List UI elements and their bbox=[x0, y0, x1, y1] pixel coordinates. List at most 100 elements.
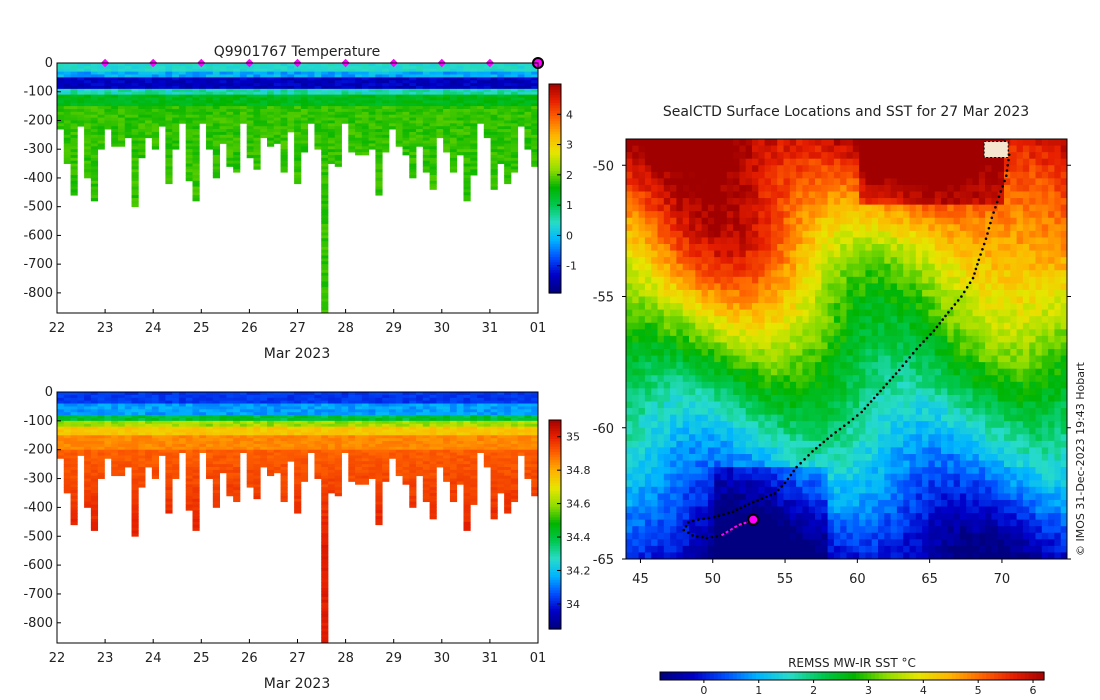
profile-cell bbox=[490, 111, 498, 116]
profile-cell bbox=[97, 80, 105, 84]
profile-cell bbox=[361, 71, 370, 75]
profile-cell bbox=[375, 97, 383, 101]
profile-cell bbox=[158, 85, 166, 90]
profile-cell bbox=[524, 108, 532, 113]
profile-cell bbox=[321, 129, 329, 133]
profile-cell bbox=[355, 394, 363, 399]
profile-cell bbox=[300, 406, 309, 410]
profile-cell bbox=[172, 472, 180, 477]
profile-cell bbox=[321, 588, 329, 592]
profile-cell bbox=[300, 117, 309, 121]
profile-cell bbox=[104, 406, 112, 410]
profile-cell bbox=[429, 513, 437, 517]
profile-cell bbox=[63, 487, 71, 491]
profile-cell bbox=[233, 97, 241, 101]
profile-cell bbox=[138, 83, 146, 87]
profile-cell bbox=[199, 100, 207, 104]
profile-cell bbox=[388, 443, 397, 448]
profile-cell bbox=[307, 446, 315, 451]
profile-cell bbox=[375, 504, 383, 508]
profile-cell bbox=[239, 394, 248, 399]
profile-cell bbox=[429, 91, 437, 96]
profile-cell bbox=[443, 438, 451, 442]
profile-cell bbox=[151, 97, 160, 101]
profile-cell bbox=[463, 475, 471, 479]
profile-cell bbox=[382, 458, 390, 462]
profile-cell bbox=[294, 172, 302, 176]
profile-cell bbox=[314, 461, 322, 465]
profile-cell bbox=[239, 423, 248, 428]
profile-cell bbox=[321, 203, 329, 208]
profile-cell bbox=[402, 85, 410, 90]
profile-cell bbox=[185, 74, 193, 78]
profile-cell bbox=[382, 400, 390, 404]
profile-cell bbox=[334, 443, 342, 448]
profile-cell bbox=[212, 123, 220, 127]
profile-cell bbox=[395, 68, 403, 73]
profile-cell bbox=[361, 478, 370, 482]
profile-cell bbox=[395, 143, 403, 147]
profile-cell bbox=[497, 441, 505, 445]
profile-cell bbox=[409, 108, 417, 113]
profile-cell bbox=[490, 143, 498, 147]
profile-cell bbox=[436, 392, 444, 396]
profile-cell bbox=[375, 420, 383, 425]
profile-cell bbox=[77, 441, 85, 445]
profile-cell bbox=[463, 464, 471, 468]
profile-cell bbox=[172, 129, 180, 133]
profile-cell bbox=[300, 146, 309, 150]
colorbar-segment bbox=[549, 253, 561, 258]
profile-cell bbox=[287, 63, 295, 67]
profile-cell bbox=[524, 103, 532, 107]
profile-cell bbox=[138, 409, 146, 413]
profile-cell bbox=[199, 65, 207, 70]
profile-cell bbox=[212, 152, 220, 156]
profile-cell bbox=[314, 137, 322, 141]
profile-cell bbox=[287, 441, 295, 445]
profile-cell bbox=[117, 469, 126, 474]
profile-cell bbox=[233, 68, 241, 73]
profile-cell bbox=[233, 455, 241, 459]
profile-cell bbox=[77, 412, 85, 416]
profile-cell bbox=[510, 163, 519, 167]
profile-cell bbox=[375, 140, 383, 144]
profile-cell bbox=[219, 97, 227, 101]
profile-cell bbox=[219, 394, 227, 399]
profile-cell bbox=[300, 429, 309, 433]
profile-cell bbox=[253, 423, 261, 428]
profile-cell bbox=[253, 88, 261, 93]
profile-cell bbox=[111, 114, 119, 118]
profile-cell bbox=[416, 429, 424, 433]
profile-cell bbox=[233, 441, 241, 445]
profile-cell bbox=[233, 449, 241, 453]
profile-cell bbox=[192, 131, 200, 136]
profile-cell bbox=[273, 94, 281, 98]
profile-cell bbox=[321, 617, 329, 621]
profile-cell bbox=[70, 131, 78, 136]
profile-cell bbox=[307, 80, 315, 84]
profile-cell bbox=[267, 140, 275, 144]
profile-cell bbox=[300, 475, 309, 479]
profile-cell bbox=[314, 412, 322, 416]
profile-cell bbox=[497, 134, 505, 139]
profile-cell bbox=[172, 123, 180, 127]
profile-cell bbox=[260, 103, 268, 107]
profile-cell bbox=[321, 267, 329, 271]
profile-cell bbox=[361, 475, 370, 479]
profile-cell bbox=[361, 400, 370, 404]
profile-cell bbox=[449, 88, 458, 93]
profile-cell bbox=[334, 91, 342, 96]
profile-cell bbox=[490, 152, 498, 156]
profile-cell bbox=[395, 415, 403, 419]
profile-cell bbox=[192, 146, 200, 150]
profile-cell bbox=[280, 152, 288, 156]
profile-cell bbox=[355, 449, 363, 453]
profile-cell bbox=[192, 163, 200, 167]
profile-cell bbox=[388, 455, 397, 459]
profile-cell bbox=[531, 458, 538, 462]
profile-cell bbox=[470, 392, 478, 396]
profile-cell bbox=[226, 490, 234, 494]
profile-cell bbox=[504, 438, 512, 442]
profile-cell bbox=[449, 65, 458, 70]
